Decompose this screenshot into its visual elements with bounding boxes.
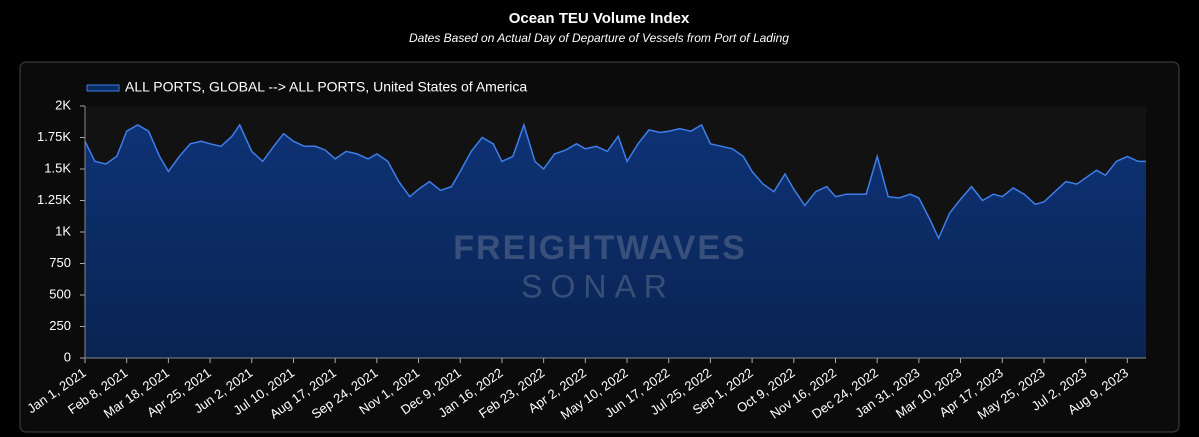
y-tick-label: 1.5K bbox=[44, 160, 71, 175]
legend-label: ALL PORTS, GLOBAL --> ALL PORTS, United … bbox=[125, 79, 527, 95]
watermark-text: FREIGHTWAVES bbox=[453, 229, 747, 267]
y-tick-label: 2K bbox=[55, 97, 71, 112]
legend-swatch bbox=[86, 84, 120, 92]
y-tick-label: 500 bbox=[49, 286, 71, 301]
line bbox=[84, 122, 1146, 241]
y-tick-label: 750 bbox=[49, 255, 71, 270]
chart-title: Ocean TEU Volume Index bbox=[509, 10, 690, 27]
y-tick-label: 1.25K bbox=[37, 192, 71, 207]
y-tick-label: 0 bbox=[64, 349, 71, 364]
watermark-text: SONAR bbox=[521, 268, 675, 304]
y-tick-label: 1K bbox=[55, 223, 71, 238]
watermark: FREIGHTWAVES SONAR bbox=[453, 229, 747, 304]
y-tick-label: 1.75K bbox=[37, 129, 71, 144]
chart-subtitle: Dates Based on Actual Day of Departure o… bbox=[409, 31, 789, 45]
area bbox=[85, 124, 1146, 359]
y-tick-label: 250 bbox=[49, 318, 71, 333]
